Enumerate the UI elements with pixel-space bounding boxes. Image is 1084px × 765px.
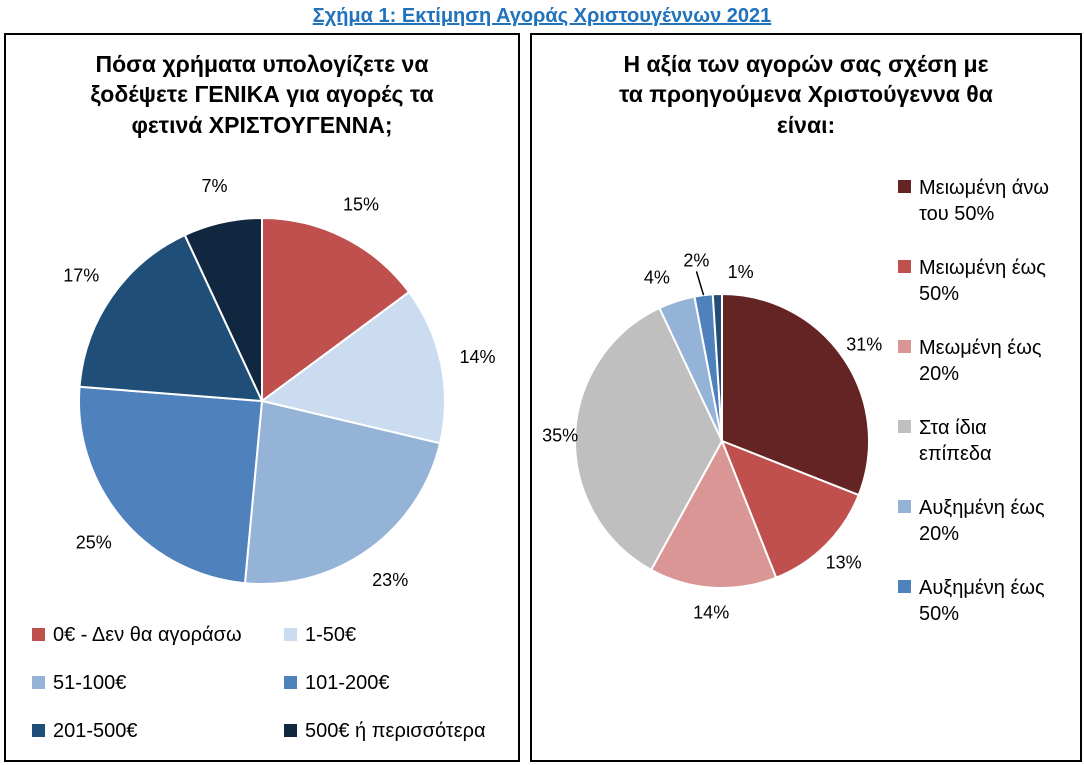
legend-item: 201-500€ [32, 719, 284, 743]
pie-percent-label: 7% [201, 176, 227, 196]
right-chart-title: Η αξία των αγορών σας σχέση με τα προηγο… [619, 51, 993, 138]
left-chart-panel: Πόσα χρήματα υπολογίζετε να ξοδέψετε ΓΕΝ… [4, 33, 520, 762]
legend-label: 500€ ή περισσότερα [305, 720, 486, 743]
legend-label: Αυξημένη έως 20% [919, 497, 1045, 545]
left-pie-chart: 15% 14% 23% 25% 17% 7% [63, 176, 496, 590]
pie-slice [183, 217, 263, 403]
legend-label: 201-500€ [53, 720, 138, 743]
pie-slice [650, 440, 778, 589]
right-chart-panel: Η αξία των αγορών σας σχέση με τα προηγο… [530, 33, 1082, 762]
pie-slice [78, 234, 263, 403]
legend-label: 1-50€ [305, 624, 357, 647]
legend-item: Αυξημένη έως 50% [898, 575, 1070, 627]
legend-item: Αυξημένη έως 20% [898, 495, 1070, 547]
pie-slice [721, 293, 870, 497]
pie-percent-label: 23% [372, 570, 408, 590]
legend-swatch [32, 628, 45, 642]
legend-swatch [898, 260, 911, 273]
legend-swatch [32, 724, 45, 738]
pie-percent-label: 4% [644, 267, 670, 287]
legend-swatch [284, 628, 297, 642]
legend-item: Μειωμένη έως 50% [898, 255, 1070, 307]
pie-slice [243, 400, 442, 586]
pie-percent-label: 25% [76, 533, 112, 553]
legend-item: Μειωμένη άνω του 50% [898, 175, 1070, 227]
legend-swatch [284, 724, 297, 738]
pie-percent-label: 1% [728, 262, 754, 282]
legend-label: Μεωμένη έως 20% [919, 337, 1042, 385]
legend-label: 0€ - Δεν θα αγοράσω [53, 624, 242, 647]
legend-swatch [898, 500, 911, 513]
legend-swatch [284, 676, 297, 690]
legend-label: 101-200€ [305, 672, 390, 695]
legend-item: 101-200€ [284, 671, 518, 695]
pie-slice [574, 306, 723, 571]
right-pie-chart: 31% 13% 14% 35% 4% 2% 1% [542, 250, 882, 623]
legend-item: 0€ - Δεν θα αγοράσω [32, 623, 284, 647]
pie-percent-label: 14% [693, 603, 729, 623]
legend-item: 51-100€ [32, 671, 284, 695]
legend-label: Μειωμένη έως 50% [919, 257, 1046, 305]
pie-percent-label: 35% [542, 426, 578, 446]
legend-item: Στα ίδια επίπεδα [898, 415, 1070, 467]
pie-slice [78, 385, 263, 585]
pie-slice [261, 217, 411, 403]
right-chart-legend: Μειωμένη άνω του 50% Μειωμένη έως 50% Μεωμ… [898, 175, 1070, 627]
left-chart-legend: 0€ - Δεν θα αγοράσω 1-50€ 51-100€ 101-200€ 2… [6, 613, 518, 743]
legend-item: 500€ ή περισσότερα [284, 719, 518, 743]
pie-percent-label: 2% [683, 250, 709, 270]
legend-swatch [898, 180, 911, 193]
legend-label: 51-100€ [53, 672, 127, 695]
legend-item: 1-50€ [284, 623, 518, 647]
figure-title: Σχήμα 1: Εκτίμηση Αγοράς Χριστουγέννων 2… [312, 5, 772, 27]
pie-slice [261, 291, 446, 445]
label-leader-line [695, 271, 705, 296]
left-chart-title: Πόσα χρήματα υπολογίζετε να ξοδέψετε ΓΕΝ… [90, 51, 434, 138]
legend-label: Μειωμένη άνω του 50% [919, 177, 1049, 225]
legend-item: Μεωμένη έως 20% [898, 335, 1070, 387]
legend-swatch [898, 580, 911, 593]
pie-percent-label: 14% [460, 347, 496, 367]
legend-swatch [898, 340, 911, 353]
pie-percent-label: 17% [63, 266, 99, 286]
legend-swatch [898, 420, 911, 433]
pie-percent-label: 13% [826, 553, 862, 573]
pie-percent-label: 31% [846, 334, 882, 354]
pie-slice [711, 293, 723, 442]
legend-swatch [32, 676, 45, 690]
pie-percent-label: 15% [343, 195, 379, 215]
pie-slice [721, 440, 860, 579]
legend-label: Αυξημένη έως 50% [919, 577, 1045, 625]
legend-label: Στα ίδια επίπεδα [919, 417, 992, 465]
